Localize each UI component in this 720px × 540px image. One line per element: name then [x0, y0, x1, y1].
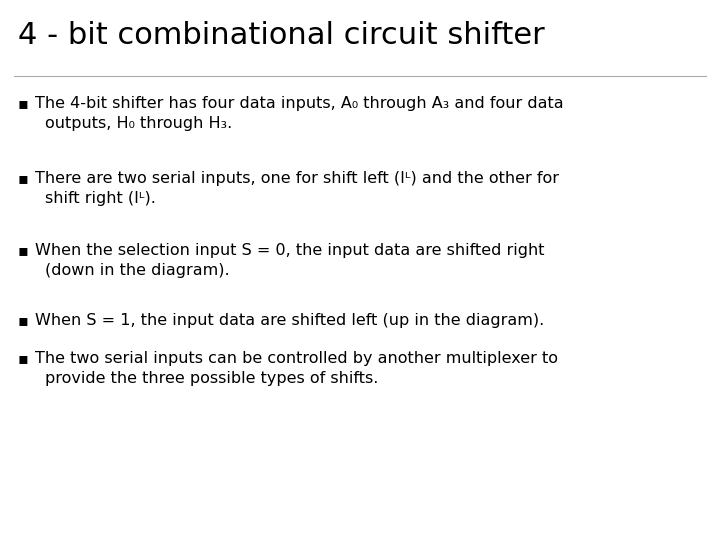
Text: shift right (Iᴸ).: shift right (Iᴸ). — [45, 191, 156, 206]
Text: Unit – 1: Data Representation & RTL: Unit – 1: Data Representation & RTL — [18, 513, 257, 526]
Text: ▪: ▪ — [18, 171, 29, 186]
Text: (down in the diagram).: (down in the diagram). — [45, 263, 230, 278]
Text: The two serial inputs can be controlled by another multiplexer to: The two serial inputs can be controlled … — [35, 352, 558, 366]
Text: ▪: ▪ — [18, 96, 29, 111]
Text: The 4-bit shifter has four data inputs, A₀ through A₃ and four data: The 4-bit shifter has four data inputs, … — [35, 96, 564, 111]
Text: Darshan Institute of Engineering & Technology: Darshan Institute of Engineering & Techn… — [391, 513, 702, 526]
Text: 58: 58 — [331, 513, 348, 526]
Text: 4 - bit combinational circuit shifter: 4 - bit combinational circuit shifter — [18, 21, 545, 50]
Text: There are two serial inputs, one for shift left (Iᴸ) and the other for: There are two serial inputs, one for shi… — [35, 171, 559, 186]
Text: outputs, H₀ through H₃.: outputs, H₀ through H₃. — [45, 116, 233, 131]
Text: ▪: ▪ — [18, 243, 29, 258]
Text: ▪: ▪ — [18, 352, 29, 366]
Text: When the selection input S = 0, the input data are shifted right: When the selection input S = 0, the inpu… — [35, 243, 544, 258]
Text: provide the three possible types of shifts.: provide the three possible types of shif… — [45, 372, 379, 386]
Text: When S = 1, the input data are shifted left (up in the diagram).: When S = 1, the input data are shifted l… — [35, 313, 544, 328]
Text: ▪: ▪ — [18, 313, 29, 328]
